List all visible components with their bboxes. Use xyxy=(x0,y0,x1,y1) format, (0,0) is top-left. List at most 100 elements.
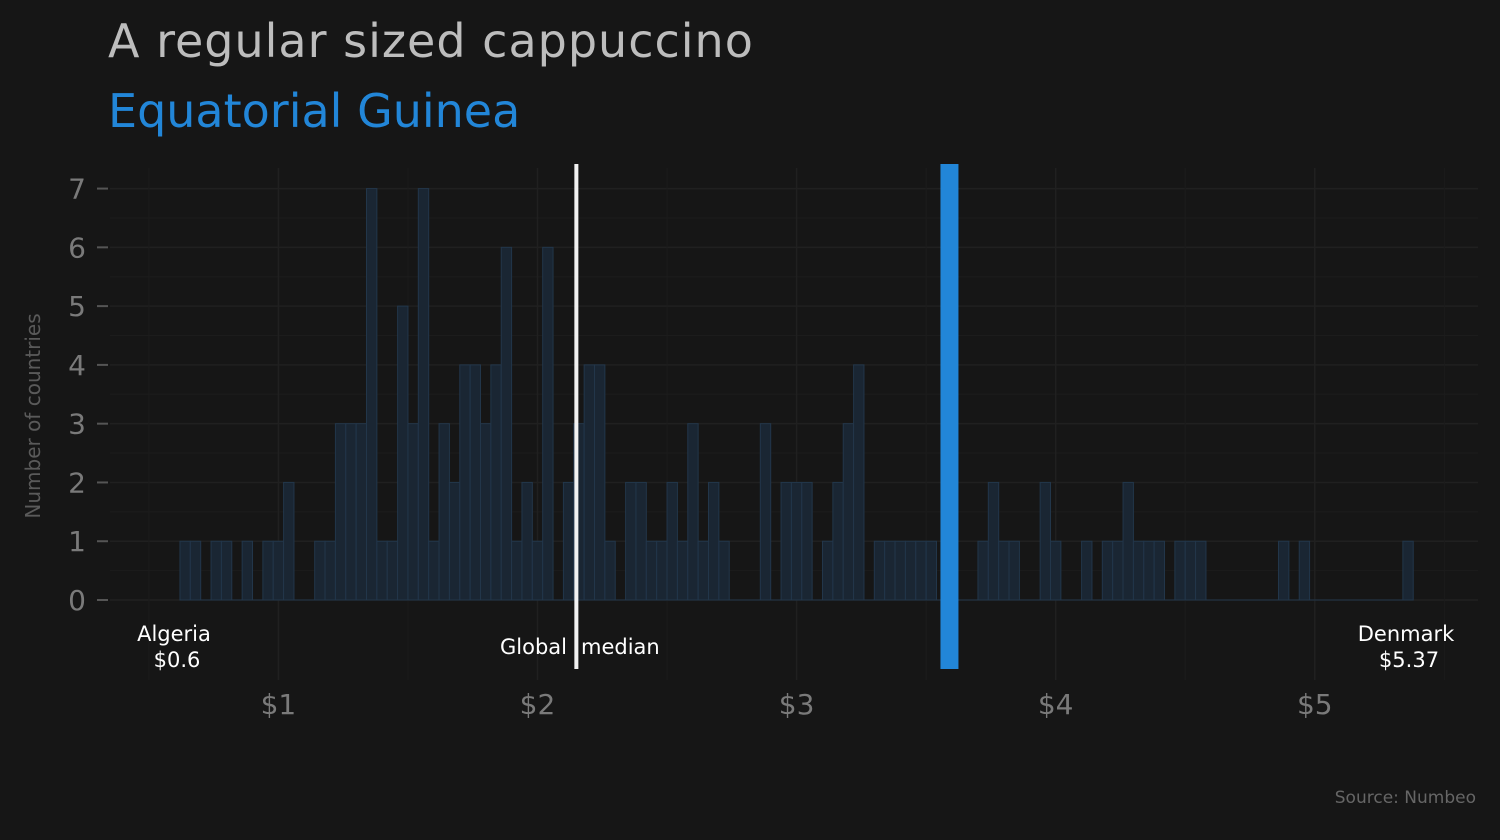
y-tick-label: 7 xyxy=(68,173,86,206)
histogram-bar xyxy=(262,540,274,601)
histogram-bar xyxy=(366,188,378,601)
histogram-bar xyxy=(759,423,772,601)
y-tick-label: 2 xyxy=(68,466,86,499)
histogram-bar xyxy=(1101,540,1114,601)
axis-ticks: 0 1 2 3 4 5 6 7 $1 $2 $3 $4 $5 xyxy=(68,173,1332,721)
histogram-bar xyxy=(708,481,720,601)
histogram-bar xyxy=(210,540,222,601)
median-label-left: Global xyxy=(500,635,567,659)
histogram-bar xyxy=(272,540,285,601)
histogram-bar xyxy=(1174,540,1186,601)
histogram-bar xyxy=(241,540,254,601)
x-tick-label: $4 xyxy=(1038,688,1074,721)
histogram-bar xyxy=(666,481,678,601)
histogram-bar xyxy=(853,364,865,601)
histogram-bar xyxy=(790,481,803,601)
median-label-right: median xyxy=(581,635,660,659)
histogram-bar xyxy=(490,364,502,601)
max-value-label: $5.37 xyxy=(1379,648,1439,672)
x-tick-label: $2 xyxy=(520,688,556,721)
histogram-bar xyxy=(1039,481,1051,601)
histogram-bar xyxy=(1081,540,1093,601)
histogram-bar xyxy=(1143,540,1155,601)
histogram-bar xyxy=(904,540,917,601)
y-axis-label: Number of countries xyxy=(21,313,45,518)
histogram-bar xyxy=(397,305,409,601)
y-tick-label: 1 xyxy=(68,525,86,558)
histogram-bar xyxy=(842,423,855,601)
histogram-bar xyxy=(987,481,1000,601)
histogram-bar xyxy=(604,540,616,601)
x-tick-label: $5 xyxy=(1297,688,1333,721)
histogram-bar xyxy=(324,540,336,601)
chart-title: A regular sized cappuccino xyxy=(108,14,754,68)
histogram-bar xyxy=(1402,540,1414,601)
histogram-bar xyxy=(656,540,668,601)
grid-lines xyxy=(110,168,1478,680)
min-value-label: $0.6 xyxy=(154,648,201,672)
histogram-bar xyxy=(873,540,886,601)
histogram-bar xyxy=(801,481,813,601)
histogram-bar xyxy=(1278,540,1290,601)
histogram-bar xyxy=(697,540,709,601)
reference-lines xyxy=(574,164,959,669)
highlight-country-bar xyxy=(940,164,959,669)
histogram-bars xyxy=(179,188,1414,601)
histogram-bar xyxy=(718,540,730,601)
histogram-bar xyxy=(334,423,347,601)
histogram-bar xyxy=(925,540,937,601)
histogram-bar xyxy=(480,423,492,601)
histogram-bar xyxy=(676,540,689,601)
histogram-bar xyxy=(687,423,699,601)
histogram-bar xyxy=(179,540,191,601)
histogram-bar xyxy=(1112,540,1124,601)
histogram-bar xyxy=(345,423,357,601)
x-tick-label: $3 xyxy=(779,688,815,721)
histogram-bar xyxy=(459,364,471,601)
histogram-bar xyxy=(511,540,523,601)
histogram-bar xyxy=(884,540,896,601)
histogram-bar xyxy=(438,423,450,601)
histogram-bar xyxy=(314,540,326,601)
histogram-bar xyxy=(583,364,595,601)
min-country-label: Algeria xyxy=(137,622,211,646)
histogram-bar xyxy=(428,540,440,601)
histogram-bar xyxy=(625,481,637,601)
max-country-label: Denmark xyxy=(1358,622,1455,646)
histogram-bar xyxy=(386,540,399,601)
histogram-bar xyxy=(635,481,647,601)
histogram-bar xyxy=(780,481,792,601)
histogram-bar xyxy=(562,481,575,601)
histogram-bar xyxy=(1132,540,1145,601)
histogram-bar xyxy=(915,540,927,601)
histogram-bar xyxy=(542,246,554,601)
histogram-bar xyxy=(645,540,658,601)
histogram-bar xyxy=(894,540,906,601)
y-tick-label: 4 xyxy=(68,349,86,382)
histogram-bar xyxy=(469,364,481,601)
source-caption: Source: Numbeo xyxy=(1334,788,1476,808)
histogram-bar xyxy=(1050,540,1062,601)
y-tick-label: 6 xyxy=(68,231,86,264)
histogram-bar xyxy=(1122,481,1134,601)
histogram-bar xyxy=(1195,540,1207,601)
histogram-bar xyxy=(448,481,461,601)
chart-subtitle: Equatorial Guinea xyxy=(108,84,521,138)
histogram-bar xyxy=(220,540,233,601)
histogram-bar xyxy=(594,364,606,601)
histogram-bar xyxy=(1008,540,1020,601)
y-tick-label: 0 xyxy=(68,584,86,617)
histogram-bar xyxy=(1184,540,1197,601)
y-tick-label: 3 xyxy=(68,408,86,441)
histogram-bar xyxy=(977,540,989,601)
histogram-bar xyxy=(1298,540,1311,601)
histogram-bar xyxy=(407,423,419,601)
histogram-bar xyxy=(417,188,430,601)
y-tick-label: 5 xyxy=(68,290,86,323)
histogram-bar xyxy=(998,540,1010,601)
histogram-bar xyxy=(832,481,844,601)
histogram-bar xyxy=(189,540,202,601)
histogram-bar xyxy=(355,423,367,601)
x-tick-label: $1 xyxy=(261,688,297,721)
